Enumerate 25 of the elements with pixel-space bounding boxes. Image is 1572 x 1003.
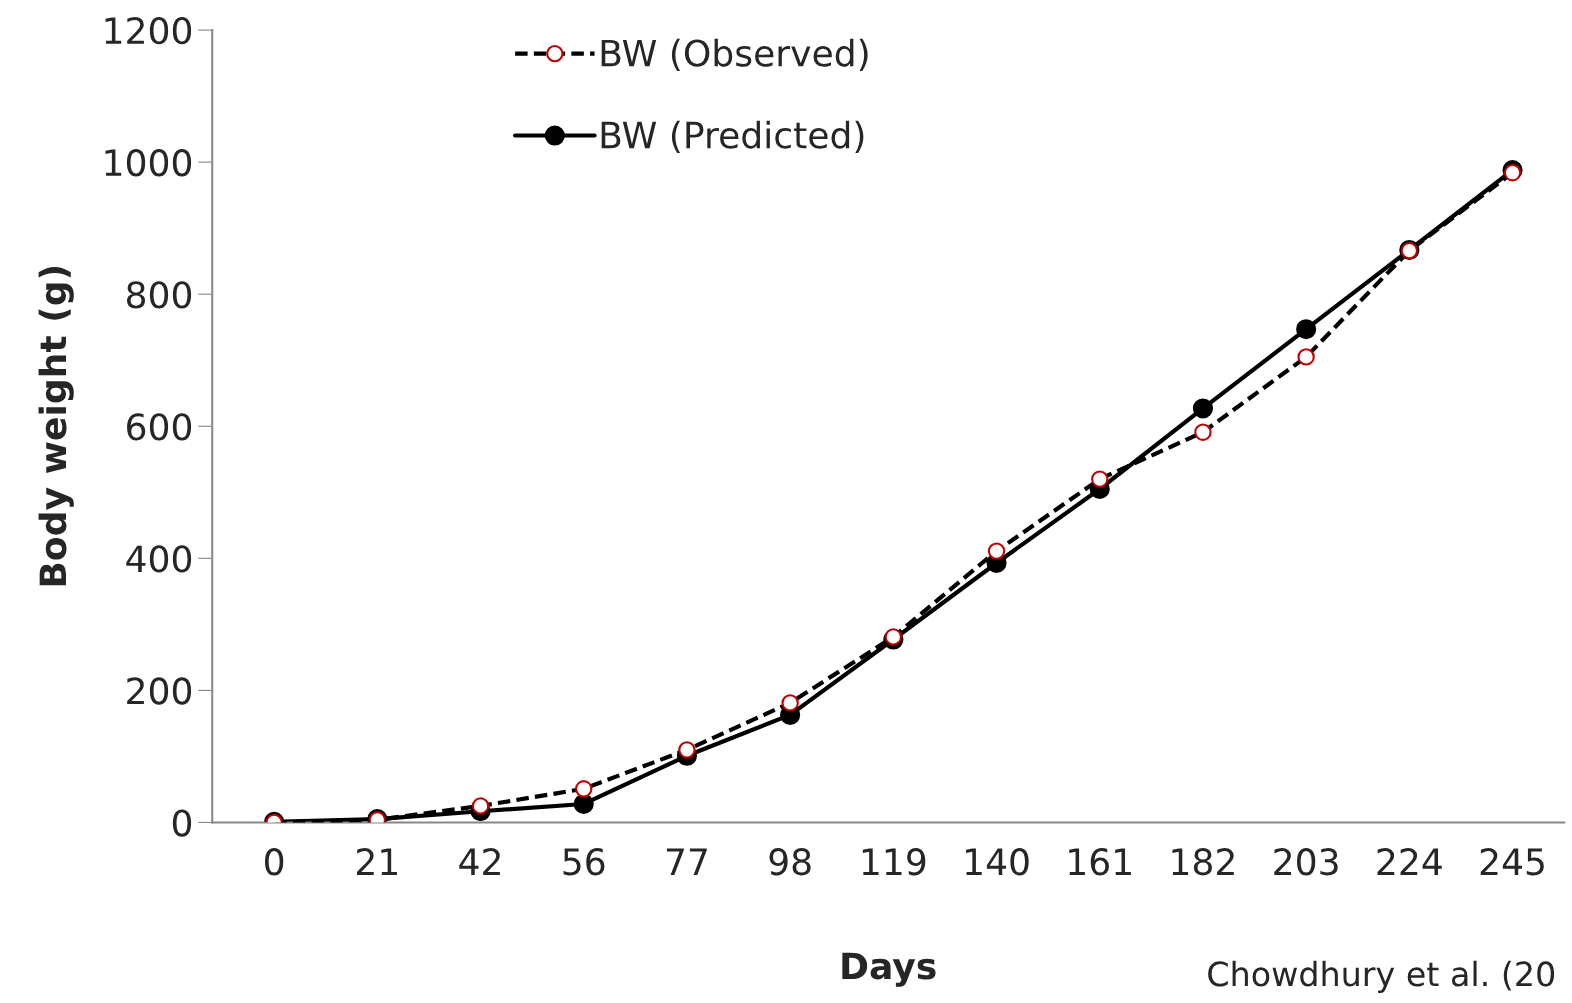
- y-tick-label: 600: [127, 413, 192, 441]
- legend-label: BW (Observed): [601, 38, 868, 72]
- x-tick-label: 182: [1172, 848, 1234, 876]
- y-tick-label: 800: [126, 281, 192, 309]
- y-axis-title: Body weight (g): [38, 266, 74, 586]
- legend-label: BW (Predicted): [601, 120, 864, 153]
- x-tick-label: 0: [265, 848, 284, 876]
- y-tick-label: 1200: [105, 17, 192, 45]
- x-tick-label: 21: [357, 848, 397, 875]
- x-tick-label: 42: [459, 848, 500, 875]
- x-tick-label: 56: [563, 848, 605, 876]
- x-tick-label: 245: [1480, 848, 1544, 876]
- x-tick-label: 140: [966, 848, 1029, 876]
- y-tick-label: 400: [126, 545, 192, 573]
- y-tick-label: 1000: [105, 149, 192, 177]
- x-tick-label: 98: [769, 848, 811, 876]
- text: Chowdhury et al. (20: [1208, 960, 1555, 993]
- y-tick-label: 0: [172, 809, 192, 837]
- x-tick-label: 119: [862, 848, 926, 876]
- x-tick-label: 161: [1069, 848, 1131, 876]
- x-axis-title: Days: [842, 952, 936, 987]
- x-tick-label: 224: [1377, 848, 1442, 875]
- y-tick-label: 200: [127, 677, 192, 705]
- x-tick-label: 203: [1274, 848, 1338, 876]
- x-tick-label: 77: [666, 848, 707, 875]
